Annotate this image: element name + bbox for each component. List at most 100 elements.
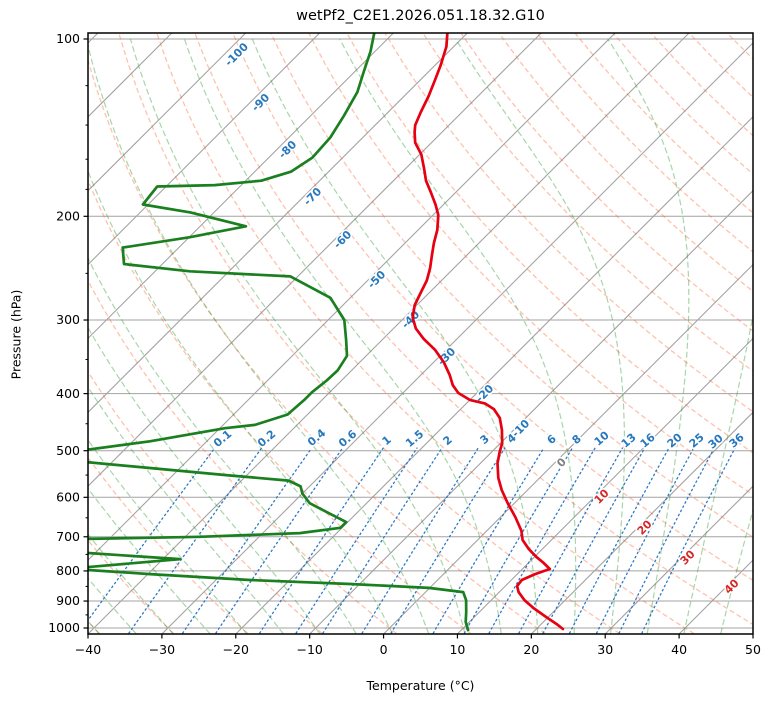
mixing-ratio-line [295, 447, 418, 634]
isotherm-line [88, 33, 616, 561]
dewpoint-profile-line [88, 568, 470, 632]
isotherm-label: -100 [222, 40, 251, 69]
mixing-ratio-line [361, 447, 479, 634]
x-tick-label: 40 [671, 642, 687, 657]
moist-adiabat-line [339, 38, 577, 634]
mixing-ratio-line [463, 447, 573, 634]
isotherm-label: 30 [678, 547, 698, 567]
mixing-ratio-line [641, 447, 736, 634]
dry-adiabat-line [613, 33, 753, 175]
x-tick-label: −30 [149, 642, 175, 657]
mixing-ratio-label: 30 [706, 431, 726, 451]
mixing-ratio-label: 0.6 [336, 427, 360, 450]
isotherm-line [88, 33, 320, 266]
dry-adiabat-line [88, 57, 546, 634]
temperature-profile-line [411, 33, 565, 631]
isotherm-label: 10 [592, 486, 612, 506]
moist-adiabat-line [758, 39, 775, 634]
mixing-ratio-label: 10 [592, 428, 612, 448]
mixing-ratio-line [432, 447, 545, 634]
dry-adiabat-line [156, 33, 695, 634]
dry-adiabat-line [194, 33, 753, 626]
isotherm-label: 40 [722, 576, 742, 596]
mixing-ratio-line [259, 447, 384, 634]
x-tick-label: 50 [745, 642, 761, 657]
isotherm-line [88, 33, 394, 340]
y-tick-label: 600 [56, 490, 80, 505]
dry-adiabat-line [727, 33, 753, 60]
dry-adiabat-line [498, 33, 753, 293]
isotherm-line [88, 33, 542, 487]
mixing-ratio-line [518, 447, 624, 634]
x-tick-label: −40 [75, 642, 101, 657]
plot-area: -100-90-80-70-60-50-40-30-20-10010203040… [88, 33, 775, 634]
moist-adiabat-line [183, 38, 502, 634]
mixing-ratio-line [215, 447, 344, 634]
x-tick-label: −10 [296, 642, 322, 657]
isotherm-line [88, 33, 468, 414]
mixing-ratio-label: 3 [478, 432, 492, 447]
y-tick-label: 700 [56, 529, 80, 544]
dry-adiabat-line [384, 33, 753, 413]
y-tick-label: 900 [56, 593, 80, 608]
moist-adiabat-line [88, 326, 321, 634]
isotherm-line [309, 189, 753, 634]
mixing-ratio-line [322, 447, 443, 634]
x-tick-label: −20 [223, 642, 249, 657]
moist-adiabat-line [88, 438, 248, 634]
y-tick-label: 100 [56, 31, 80, 46]
x-tick-label: 20 [523, 642, 539, 657]
isotherm-line [88, 33, 173, 118]
isotherm-line [678, 559, 753, 634]
isotherm-line [383, 263, 753, 634]
dry-adiabat-line [422, 33, 753, 372]
moist-adiabat-line [88, 43, 430, 634]
mixing-ratio-line [182, 447, 313, 634]
dry-adiabat-line [88, 370, 323, 634]
mixing-ratio-label: 1 [380, 433, 394, 448]
mixing-ratio-label: 16 [638, 430, 658, 450]
isotherm-line [604, 485, 753, 634]
mixing-ratio-label: 36 [727, 430, 747, 450]
y-tick-label: 1000 [48, 620, 80, 635]
dry-adiabat-line [346, 33, 753, 454]
mixing-ratio-line [390, 447, 506, 634]
isotherm-line [161, 42, 753, 634]
y-axis-label: Pressure (hPa) [8, 289, 24, 380]
axes-frame [87, 32, 754, 635]
isotherm-label: -60 [331, 228, 354, 251]
mixing-ratio-label: 0.4 [305, 426, 329, 449]
dry-adiabat-line [575, 33, 753, 214]
chart-title: wetPf2_C2E1.2026.051.18.32.G10 [296, 8, 545, 24]
y-tick-label: 200 [56, 209, 80, 224]
mixing-ratio-label: 2 [441, 433, 455, 448]
mixing-ratio-line [488, 447, 596, 634]
isotherm-line [235, 116, 753, 634]
dry-adiabat-line [88, 178, 472, 634]
dewpoint-profile-line [88, 551, 182, 569]
moist-adiabat-line [88, 169, 394, 634]
moist-adiabat-line [683, 312, 753, 634]
moist-adiabat-line [88, 533, 174, 634]
dry-adiabat-line [460, 33, 753, 332]
y-tick-label: 400 [56, 386, 80, 401]
mixing-ratio-label: 6 [545, 432, 559, 447]
dewpoint-profile-line [88, 33, 376, 452]
isotherm-label: -70 [301, 185, 324, 208]
mixing-ratio-line [568, 447, 670, 634]
dry-adiabat-line [118, 33, 620, 634]
dry-adiabat-line [651, 33, 753, 137]
isotherm-label: -90 [249, 91, 272, 114]
isotherm-line [752, 633, 753, 634]
dewpoint-profile-line [88, 460, 348, 541]
mixing-ratio-label: 25 [687, 431, 707, 451]
isotherm-line [530, 411, 753, 634]
x-tick-label: 0 [380, 642, 388, 657]
mixing-ratio-label: 13 [619, 431, 639, 451]
dry-adiabat-line [232, 33, 753, 582]
dry-adiabat-line [88, 539, 174, 634]
x-axis-label: Temperature (°C) [366, 678, 475, 693]
moist-adiabat-line [720, 507, 753, 634]
isotherm-label: -40 [399, 308, 422, 331]
